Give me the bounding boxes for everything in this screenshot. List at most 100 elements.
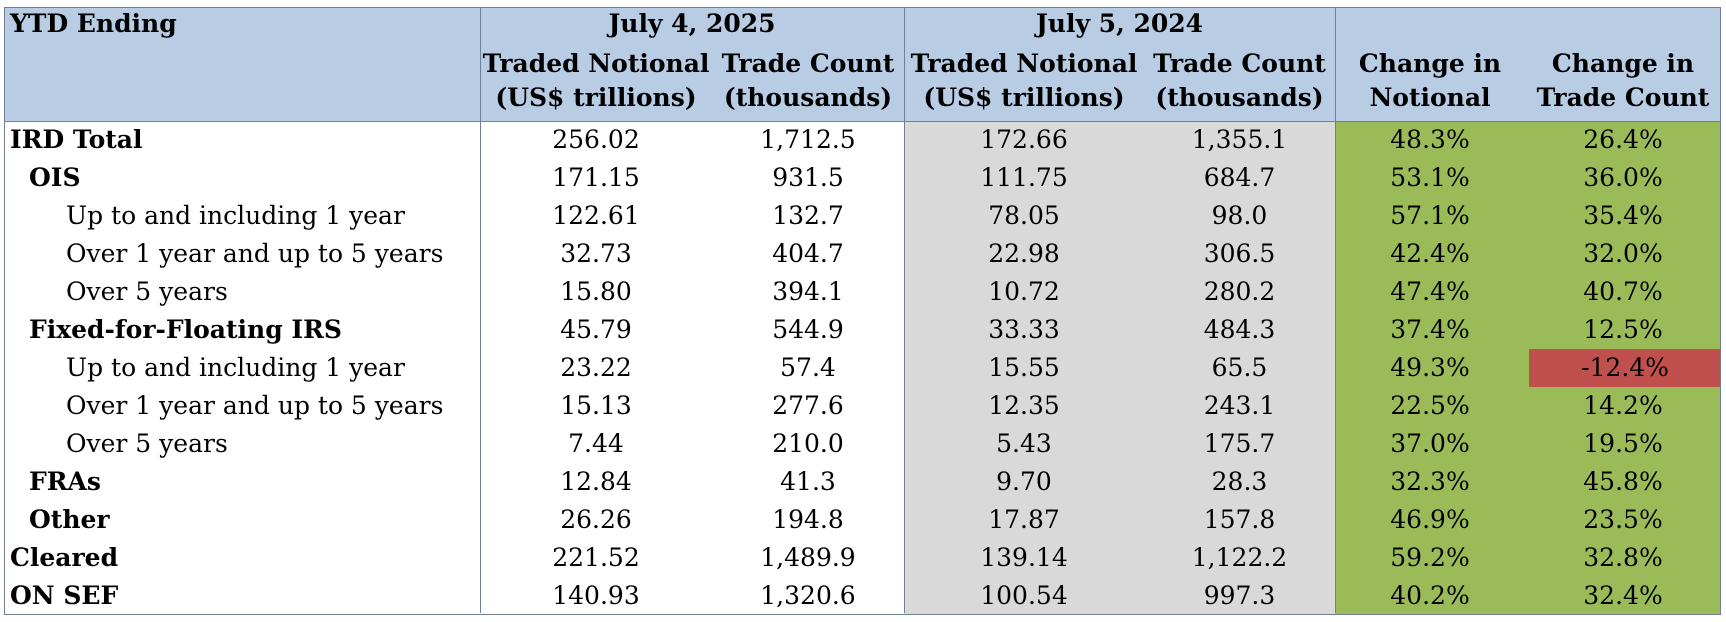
count-2024-cell: 157.8 xyxy=(1203,505,1276,534)
count-2025-cell: 277.6 xyxy=(772,391,844,420)
row-label: Fixed-for-Floating IRS xyxy=(29,315,342,344)
notional-2024-cell: 111.75 xyxy=(980,163,1068,192)
notional-2024-cell: 10.72 xyxy=(988,277,1060,306)
notional-2024-heading-line2: (US$ trillions) xyxy=(923,83,1125,112)
count-2024-cell: 1,122.2 xyxy=(1191,543,1288,572)
count-2024-cell: 997.3 xyxy=(1203,581,1276,610)
change-notional-cell: 22.5% xyxy=(1390,391,1470,420)
notional-2025-cell: 256.02 xyxy=(552,125,640,154)
notional-2024-cell: 33.33 xyxy=(988,315,1060,344)
change-count-cell: 14.2% xyxy=(1583,391,1663,420)
count-2024-cell: 484.3 xyxy=(1203,315,1276,344)
row-label: ON SEF xyxy=(10,581,119,610)
column-divider xyxy=(1335,7,1336,613)
count-2024-cell: 98.0 xyxy=(1211,201,1268,230)
change-count-cell: 32.8% xyxy=(1583,543,1663,572)
period-2024-heading: July 5, 2024 xyxy=(1035,9,1204,38)
count-2025-heading-line2: (thousands) xyxy=(723,83,893,112)
change-notional-cell: 32.3% xyxy=(1390,467,1470,496)
row-label: FRAs xyxy=(29,467,101,496)
count-2024-heading-line2: (thousands) xyxy=(1155,83,1324,112)
notional-2025-cell: 7.44 xyxy=(568,429,624,458)
change-notional-heading-line2: Notional xyxy=(1369,83,1491,112)
notional-2025-cell: 171.15 xyxy=(552,163,640,192)
row-label: IRD Total xyxy=(10,125,143,154)
count-2024-cell: 65.5 xyxy=(1211,353,1268,382)
row-label: Other xyxy=(29,505,110,534)
change-count-cell: 32.0% xyxy=(1583,239,1663,268)
change-count-cell: 36.0% xyxy=(1583,163,1663,192)
change-count-cell: 32.4% xyxy=(1583,581,1663,610)
count-2025-cell: 404.7 xyxy=(772,239,844,268)
table-row: Up to and including 1 year 122.61 132.7 … xyxy=(4,197,1721,235)
change-notional-cell: 47.4% xyxy=(1390,277,1470,306)
notional-2025-cell: 140.93 xyxy=(552,581,640,610)
notional-2024-cell: 78.05 xyxy=(988,201,1060,230)
notional-2024-cell: 139.14 xyxy=(980,543,1068,572)
count-2024-cell: 280.2 xyxy=(1203,277,1276,306)
count-2024-cell: 1,355.1 xyxy=(1191,125,1288,154)
table-row: Fixed-for-Floating IRS 45.79 544.9 33.33… xyxy=(4,311,1721,349)
notional-2025-cell: 122.61 xyxy=(552,201,640,230)
column-divider xyxy=(480,7,481,613)
table-row: Cleared 221.52 1,489.9 139.14 1,122.2 59… xyxy=(4,539,1721,577)
table-row: ON SEF 140.93 1,320.6 100.54 997.3 40.2%… xyxy=(4,577,1721,615)
table-border xyxy=(4,7,1721,615)
row-label: Cleared xyxy=(10,543,119,572)
change-notional-heading-line1: Change in xyxy=(1358,49,1502,78)
notional-2025-cell: 45.79 xyxy=(560,315,632,344)
period-2025-heading: July 4, 2025 xyxy=(608,9,776,38)
change-notional-cell: 37.0% xyxy=(1390,429,1470,458)
notional-2025-cell: 221.52 xyxy=(552,543,640,572)
change-notional-cell: 48.3% xyxy=(1390,125,1470,154)
count-2024-cell: 306.5 xyxy=(1203,239,1276,268)
change-count-heading-line2: Trade Count xyxy=(1536,83,1710,112)
ytd-ending-label: YTD Ending xyxy=(10,9,177,38)
notional-2025-heading: Traded Notional (US$ trillions) xyxy=(480,47,712,115)
notional-2025-cell: 32.73 xyxy=(560,239,632,268)
change-notional-heading: Change in Notional xyxy=(1335,47,1525,115)
change-count-cell: 35.4% xyxy=(1583,201,1663,230)
row-label: Up to and including 1 year xyxy=(66,201,405,230)
change-notional-cell: 40.2% xyxy=(1390,581,1470,610)
table-header: YTD Ending July 4, 2025 July 5, 2024 Tra… xyxy=(4,7,1721,121)
change-count-cell-negative: -12.4% xyxy=(1529,349,1721,387)
change-notional-cell: 57.1% xyxy=(1390,201,1470,230)
notional-2025-cell: 15.13 xyxy=(560,391,632,420)
count-2025-cell: 210.0 xyxy=(772,429,844,458)
row-label: OIS xyxy=(29,163,81,192)
change-notional-cell: 46.9% xyxy=(1390,505,1470,534)
notional-2024-cell: 100.54 xyxy=(980,581,1068,610)
count-2025-heading-line1: Trade Count xyxy=(721,49,895,78)
table-body: IRD Total 256.02 1,712.5 172.66 1,355.1 … xyxy=(4,121,1721,615)
row-label: Over 5 years xyxy=(66,429,228,458)
change-count-cell: 19.5% xyxy=(1583,429,1663,458)
notional-2025-cell: 26.26 xyxy=(560,505,632,534)
count-2025-cell: 931.5 xyxy=(772,163,844,192)
column-divider xyxy=(904,7,905,613)
change-notional-cell: 59.2% xyxy=(1390,543,1470,572)
table-row: Over 5 years 7.44 210.0 5.43 175.7 37.0%… xyxy=(4,425,1721,463)
count-2025-cell: 544.9 xyxy=(772,315,844,344)
change-count-heading-line1: Change in xyxy=(1551,49,1695,78)
table-row: IRD Total 256.02 1,712.5 172.66 1,355.1 … xyxy=(4,121,1721,159)
change-count-cell: 23.5% xyxy=(1583,505,1663,534)
change-notional-cell: 49.3% xyxy=(1390,353,1470,382)
change-notional-cell: 42.4% xyxy=(1390,239,1470,268)
notional-2025-cell: 23.22 xyxy=(560,353,632,382)
table-row: Up to and including 1 year 23.22 57.4 15… xyxy=(4,349,1721,387)
change-count-heading: Change in Trade Count xyxy=(1525,47,1721,115)
notional-2025-cell: 12.84 xyxy=(560,467,632,496)
count-2024-heading: Trade Count (thousands) xyxy=(1144,47,1335,115)
notional-2024-cell: 15.55 xyxy=(988,353,1060,382)
table-row: Over 1 year and up to 5 years 32.73 404.… xyxy=(4,235,1721,273)
change-notional-cell: 37.4% xyxy=(1390,315,1470,344)
ird-volume-table: YTD Ending July 4, 2025 July 5, 2024 Tra… xyxy=(4,7,1721,615)
notional-2024-heading: Traded Notional (US$ trillions) xyxy=(904,47,1144,115)
change-count-cell: 12.5% xyxy=(1583,315,1663,344)
change-count-cell: 40.7% xyxy=(1583,277,1663,306)
change-notional-cell: 53.1% xyxy=(1390,163,1470,192)
count-2025-heading: Trade Count (thousands) xyxy=(712,47,904,115)
row-label: Up to and including 1 year xyxy=(66,353,405,382)
notional-2024-cell: 17.87 xyxy=(988,505,1060,534)
